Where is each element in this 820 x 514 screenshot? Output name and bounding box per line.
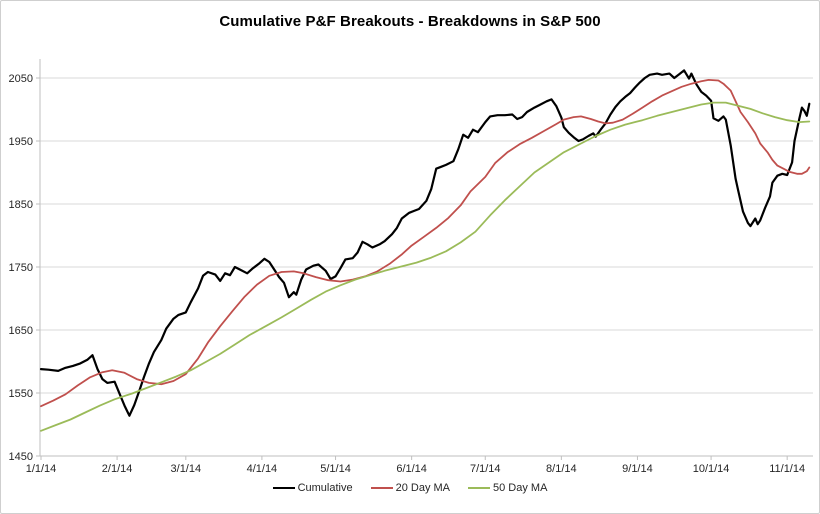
- legend-item-50dma: 50 Day MA: [468, 482, 547, 494]
- x-axis-label-2/1/14: 2/1/14: [102, 463, 133, 475]
- x-axis-label-8/1/14: 8/1/14: [546, 463, 577, 475]
- series-line-50-day-ma: [40, 101, 811, 432]
- x-axis-label-10/1/14: 10/1/14: [693, 463, 730, 475]
- x-axis-label-5/1/14: 5/1/14: [320, 463, 351, 475]
- series-line-20-day-ma: [40, 79, 811, 408]
- x-axis-label-3/1/14: 3/1/14: [171, 463, 202, 475]
- y-axis-label-1850: 1850: [9, 199, 33, 211]
- 20dma-line-swatch-icon: [370, 487, 393, 489]
- y-axis-label-1950: 1950: [9, 136, 33, 148]
- y-axis-label-2050: 2050: [9, 73, 33, 85]
- legend-label-cumulative: Cumulative: [297, 482, 353, 494]
- y-axis-label-1550: 1550: [9, 388, 33, 400]
- x-axis-label-9/1/14: 9/1/14: [622, 463, 653, 475]
- x-axis-label-4/1/14: 4/1/14: [247, 463, 278, 475]
- x-axis-label-11/1/14: 11/1/14: [769, 463, 805, 475]
- y-axis-label-1650: 1650: [9, 325, 33, 337]
- y-axis-label-1750: 1750: [9, 262, 33, 274]
- legend-label-50dma: 50 Day MA: [493, 482, 548, 494]
- legend-item-20dma: 20 Day MA: [370, 482, 451, 494]
- x-axis-label-6/1/14: 6/1/14: [396, 463, 427, 475]
- cumulative-line-swatch-icon: [272, 487, 295, 489]
- legend-label-20dma: 20 Day MA: [395, 482, 451, 494]
- series-line-cumulative: [39, 69, 811, 417]
- x-axis-label-1/1/14: 1/1/14: [26, 463, 57, 475]
- y-axis-label-1450: 1450: [9, 451, 33, 463]
- legend: Cumulative 20 Day MA 50 Day MA: [1, 482, 819, 494]
- chart-title: Cumulative P&F Breakouts - Breakdowns in…: [219, 13, 601, 30]
- x-axis-label-7/1/14: 7/1/14: [470, 463, 501, 475]
- legend-item-cumulative: Cumulative: [272, 482, 353, 494]
- 50dma-line-swatch-icon: [468, 487, 491, 489]
